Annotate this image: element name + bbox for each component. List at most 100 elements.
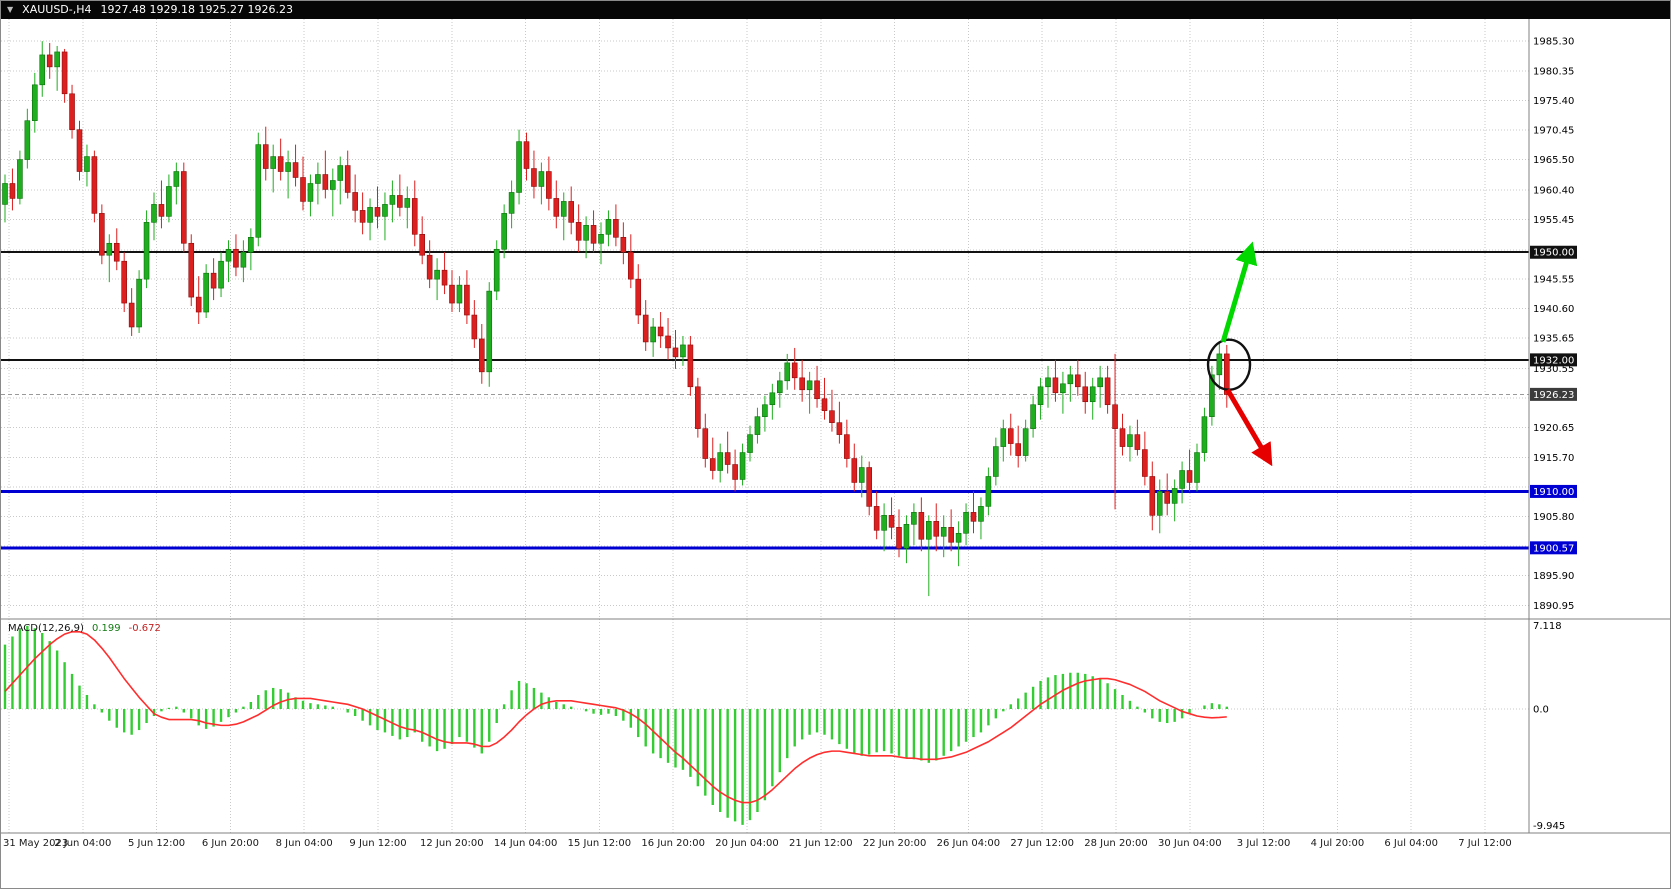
bull-candle <box>754 416 761 435</box>
bear-candle <box>873 506 880 531</box>
bear-candle <box>836 422 843 435</box>
price-chart-canvas[interactable]: 1985.30 1980.35 1975.40 1970.45 1965.50 1960.… <box>1 19 1671 889</box>
bear-candle <box>300 177 306 202</box>
bear-candle <box>970 512 977 522</box>
bear-candle <box>426 254 433 280</box>
bear-candle <box>702 428 709 459</box>
bull-candle <box>486 290 493 373</box>
time-axis-label: 22 Jun 20:00 <box>863 838 927 849</box>
bear-candle <box>732 464 738 480</box>
bear-candle <box>69 93 75 130</box>
bull-candle <box>434 269 440 280</box>
bull-candle <box>903 524 910 549</box>
bull-candle <box>1179 470 1185 489</box>
bull-candle <box>747 434 753 453</box>
bull-candle <box>493 248 500 292</box>
bear-candle <box>292 162 299 178</box>
macd-main-value: 0.199 <box>91 623 121 634</box>
price-scale-label: 1955.45 <box>1533 215 1574 226</box>
time-axis-label: 6 Jul 04:00 <box>1384 838 1438 849</box>
bear-candle <box>128 302 135 328</box>
price-scale-label: 1920.65 <box>1533 423 1574 434</box>
time-axis-label: 21 Jun 12:00 <box>789 838 853 849</box>
bull-candle <box>1097 377 1103 388</box>
time-axis-label: 9 Jun 12:00 <box>349 838 406 849</box>
bear-candle <box>620 236 627 253</box>
candles-series <box>2 41 1230 597</box>
bull-candle <box>2 183 8 205</box>
price-scale-label: 1890.95 <box>1533 601 1574 612</box>
bull-candle <box>255 144 262 238</box>
macd-indicator-label: MACD(12,26,9) 0.199 -0.672 <box>8 623 161 634</box>
price-tag-label: 1926.23 <box>1533 390 1574 401</box>
price-scale-label: 1905.80 <box>1533 512 1574 523</box>
bearish-arrow[interactable] <box>1225 388 1273 467</box>
bear-candle <box>1149 476 1156 516</box>
bear-candle <box>419 234 426 256</box>
bear-candle <box>523 141 530 169</box>
price-tag-label: 1932.00 <box>1533 355 1574 366</box>
bear-candle <box>814 380 820 400</box>
bear-candle <box>531 168 537 187</box>
bull-candle <box>978 506 984 522</box>
bear-candle <box>695 386 701 429</box>
time-axis-label: 7 Jul 12:00 <box>1458 838 1512 849</box>
bear-candle <box>933 521 940 537</box>
bull-candle <box>17 159 23 199</box>
bull-candle <box>329 180 336 190</box>
price-scale-label: 1985.30 <box>1533 37 1574 48</box>
bear-candle <box>359 210 366 223</box>
bull-candle <box>225 248 232 262</box>
bear-candle <box>553 198 560 217</box>
bull-candle <box>136 278 142 328</box>
bull-candle <box>739 452 746 480</box>
bear-candle <box>896 527 902 549</box>
bull-candle <box>858 467 865 483</box>
bull-candle <box>1045 377 1051 388</box>
price-tag <box>1530 484 1577 498</box>
bull-candle <box>1067 374 1074 385</box>
bull-candle <box>143 222 150 280</box>
bull-candle <box>203 272 209 313</box>
price-tag-label: 1910.00 <box>1533 487 1574 498</box>
time-axis-label: 20 Jun 04:00 <box>715 838 779 849</box>
price-tag <box>1530 245 1577 259</box>
bull-candle <box>680 344 686 358</box>
bull-candle <box>1194 452 1200 483</box>
bullish-arrow[interactable] <box>1220 241 1258 343</box>
bull-candle <box>84 156 90 172</box>
bear-candle <box>1112 404 1118 429</box>
price-tag-label: 1950.00 <box>1533 248 1574 259</box>
chevron-down-icon[interactable]: ▼ <box>7 5 14 14</box>
price-scale-label: 1930.55 <box>1533 364 1574 375</box>
bull-candle <box>1201 416 1208 453</box>
bear-candle <box>1075 374 1081 388</box>
time-axis-label: 30 Jun 04:00 <box>1158 838 1222 849</box>
time-axis-label: 15 Jun 12:00 <box>568 838 632 849</box>
bear-candle <box>158 204 165 217</box>
bear-candle <box>99 213 105 256</box>
bull-candle <box>1171 488 1178 504</box>
price-tag <box>1530 387 1577 401</box>
bear-candle <box>188 242 195 298</box>
bear-candle <box>1082 386 1089 403</box>
bear-candle <box>829 410 835 423</box>
bear-candle <box>1224 353 1230 395</box>
bull-candle <box>598 234 604 244</box>
price-scale-label: 1965.50 <box>1533 155 1574 166</box>
bull-candle <box>106 242 113 256</box>
macd-histogram <box>3 625 1229 825</box>
bear-candle <box>724 452 731 465</box>
bear-candle <box>449 284 455 304</box>
bear-candle <box>613 219 619 238</box>
bear-candle <box>687 344 694 388</box>
bull-candle <box>762 404 768 417</box>
bear-candle <box>791 362 798 379</box>
bear-candle <box>181 171 187 244</box>
price-tag-label: 1900.57 <box>1533 543 1574 554</box>
bull-candle <box>605 219 612 235</box>
bear-candle <box>1015 443 1022 456</box>
bull-candle <box>1209 374 1215 417</box>
bear-candle <box>635 278 642 316</box>
bear-candle <box>464 284 470 316</box>
